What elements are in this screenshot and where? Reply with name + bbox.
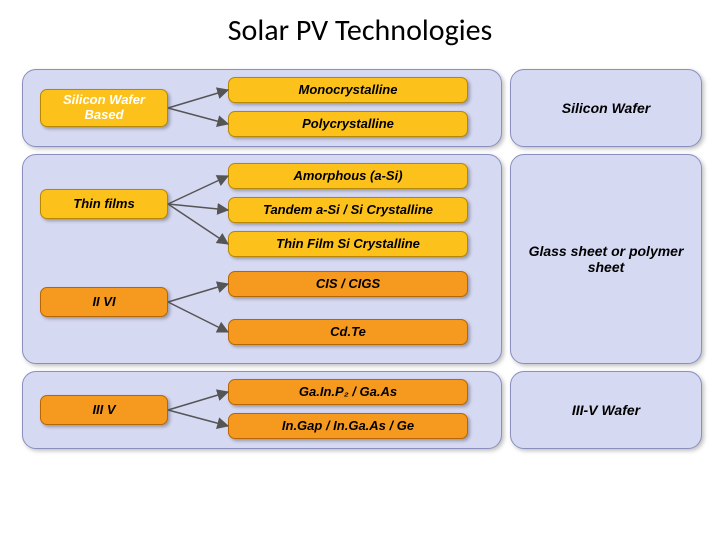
node-box: In.Gap / In.Ga.As / Ge (228, 413, 468, 439)
node-box: Polycrystalline (228, 111, 468, 137)
page-title: Solar PV Technologies (0, 0, 720, 57)
node-box: Ga.In.P₂ / Ga.As (228, 379, 468, 405)
node-box: Monocrystalline (228, 77, 468, 103)
node-box: CIS / CIGS (228, 271, 468, 297)
substrate-box: Silicon Wafer (510, 69, 702, 147)
node-box: III V (40, 395, 168, 425)
substrate-box: Glass sheet or polymer sheet (510, 154, 702, 364)
diagram-canvas: Silicon WaferGlass sheet or polymer shee… (10, 57, 710, 487)
node-box: Silicon Wafer Based (40, 89, 168, 127)
node-box: Tandem a-Si / Si Crystalline (228, 197, 468, 223)
substrate-box: III-V Wafer (510, 371, 702, 449)
node-box: Thin Film Si Crystalline (228, 231, 468, 257)
node-box: Thin films (40, 189, 168, 219)
node-box: Amorphous (a-Si) (228, 163, 468, 189)
node-box: II VI (40, 287, 168, 317)
node-box: Cd.Te (228, 319, 468, 345)
